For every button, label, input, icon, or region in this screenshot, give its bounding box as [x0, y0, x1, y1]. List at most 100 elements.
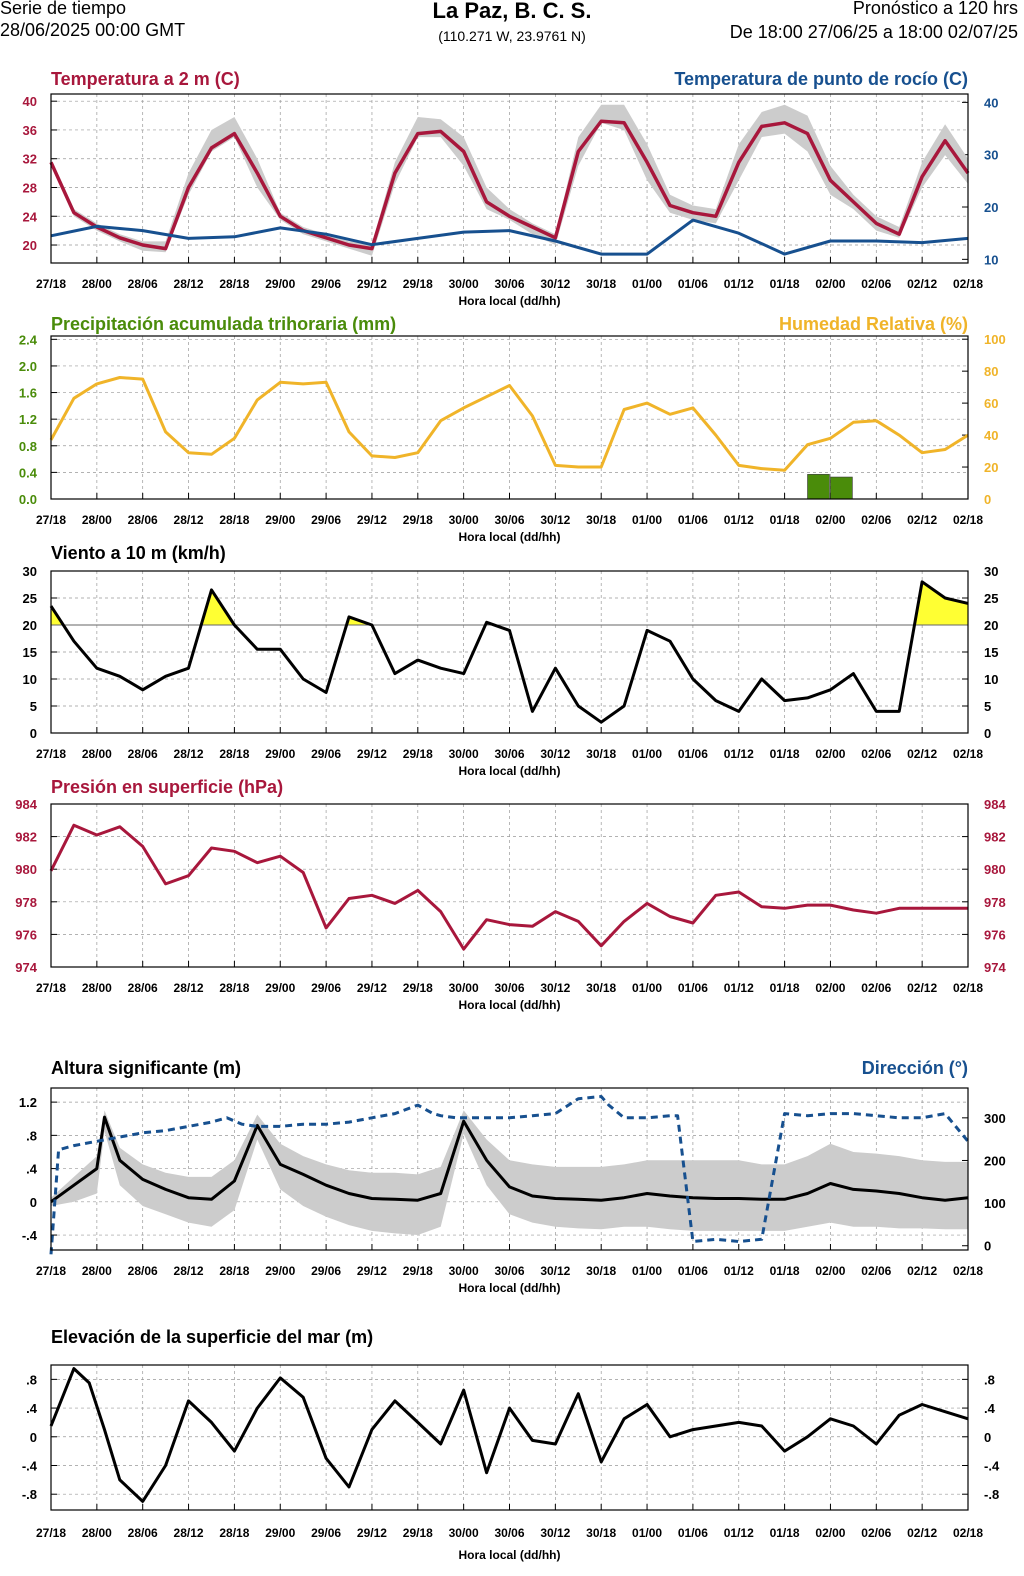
- y-left-tick-label: 28: [23, 180, 37, 195]
- y-right-tick-label: 976: [984, 927, 1006, 942]
- x-tick-label: 30/06: [494, 513, 524, 527]
- plot-frame: [50, 1087, 969, 1251]
- y-left-tick-label: -.8: [22, 1487, 37, 1502]
- y-left-tick-label: 30: [23, 564, 37, 579]
- x-tick-label: 01/06: [678, 277, 708, 291]
- x-tick-label: 30/12: [540, 1264, 570, 1278]
- y-left-tick-label: .8: [26, 1372, 37, 1387]
- y-right-tick-label: 60: [984, 396, 998, 411]
- x-tick-label: 01/06: [678, 747, 708, 761]
- x-tick-label: 28/12: [174, 1264, 204, 1278]
- y-right-tick-label: 100: [984, 332, 1006, 347]
- x-tick-label: 02/00: [815, 513, 845, 527]
- x-tick-label: 30/06: [494, 981, 524, 995]
- y-left-tick-label: -.4: [22, 1458, 38, 1473]
- series-line-sealevel-0: [49, 1367, 969, 1503]
- x-tick-label: 02/00: [815, 981, 845, 995]
- precip-bar: [807, 474, 830, 500]
- x-tick-label: 29/00: [265, 1526, 295, 1540]
- x-tick-label: 01/12: [724, 981, 754, 995]
- x-tick-label: 28/12: [174, 277, 204, 291]
- x-tick-label: 01/18: [770, 513, 800, 527]
- y-right-tick-label: 30: [984, 148, 998, 163]
- y-right-tick-label: 10: [984, 672, 998, 687]
- x-tick-label: 30/00: [449, 513, 479, 527]
- x-tick-label: 01/12: [724, 277, 754, 291]
- panel-title-right: Dirección (°): [862, 1058, 968, 1078]
- x-tick-label: 30/18: [586, 513, 616, 527]
- x-tick-label: 02/12: [907, 1264, 937, 1278]
- x-tick-label: 02/18: [953, 981, 983, 995]
- panel-title-left: Elevación de la superficie del mar (m): [51, 1327, 373, 1347]
- x-tick-label: 02/12: [907, 981, 937, 995]
- x-tick-label: 01/12: [724, 747, 754, 761]
- y-left-tick-label: 10: [23, 672, 37, 687]
- x-axis-label: Hora local (dd/hh): [459, 530, 561, 544]
- x-tick-label: 30/00: [449, 747, 479, 761]
- plot-frame: [50, 570, 969, 734]
- x-tick-label: 01/18: [770, 747, 800, 761]
- x-tick-label: 28/06: [128, 277, 158, 291]
- y-left-tick-label: 25: [23, 591, 37, 606]
- x-tick-label: 29/00: [265, 747, 295, 761]
- panel-waves: 27/18 28/00 28/06 28/12 28/18 29/00 29/06 29/12…: [19, 1058, 1006, 1295]
- x-tick-label: 01/06: [678, 513, 708, 527]
- x-tick-label: 28/06: [128, 747, 158, 761]
- panel-title-left: Temperatura a 2 m (C): [51, 69, 240, 89]
- x-tick-label: 02/18: [953, 277, 983, 291]
- y-left-tick-label: 978: [15, 895, 37, 910]
- plot-frame: [50, 93, 969, 264]
- x-tick-label: 02/06: [861, 747, 891, 761]
- y-left-tick-label: 1.2: [19, 1095, 37, 1110]
- series-line-wind-0: [49, 580, 969, 724]
- y-right-tick-label: 5: [984, 699, 991, 714]
- x-tick-label: 30/06: [494, 1526, 524, 1540]
- x-tick-label: 29/00: [265, 513, 295, 527]
- y-left-tick-label: 1.6: [19, 386, 37, 401]
- x-tick-label: 02/06: [861, 1264, 891, 1278]
- x-tick-label: 29/06: [311, 277, 341, 291]
- x-tick-label: 02/06: [861, 1526, 891, 1540]
- x-tick-label: 29/06: [311, 1264, 341, 1278]
- x-tick-label: 29/00: [265, 277, 295, 291]
- x-tick-label: 28/18: [219, 747, 249, 761]
- x-tick-label: 02/18: [953, 1526, 983, 1540]
- x-tick-label: 28/00: [82, 981, 112, 995]
- x-tick-label: 01/18: [770, 981, 800, 995]
- series-line-pressure-0: [49, 823, 968, 951]
- plot-frame: [50, 803, 969, 968]
- x-tick-label: 29/18: [403, 981, 433, 995]
- x-tick-label: 29/12: [357, 1264, 387, 1278]
- y-right-tick-label: 0: [984, 1239, 991, 1254]
- x-tick-label: 27/18: [36, 1526, 66, 1540]
- x-tick-label: 30/12: [540, 513, 570, 527]
- y-right-tick-label: 300: [984, 1111, 1006, 1126]
- x-tick-label: 30/18: [586, 277, 616, 291]
- x-tick-label: 01/00: [632, 747, 662, 761]
- panel-title-right: Temperatura de punto de rocío (C): [674, 69, 968, 89]
- header-left-line1: Serie de tiempo: [0, 0, 127, 18]
- plot-frame: [50, 1364, 969, 1511]
- y-left-tick-label: 0: [30, 1430, 37, 1445]
- header-right-line1: Pronóstico a 120 hrs: [852, 0, 1018, 18]
- x-tick-label: 28/06: [128, 1526, 158, 1540]
- x-tick-label: 01/12: [724, 1526, 754, 1540]
- y-right-tick-label: -.8: [984, 1487, 999, 1502]
- x-tick-label: 29/06: [311, 1526, 341, 1540]
- x-tick-label: 28/18: [219, 1526, 249, 1540]
- panel-title-right: Humedad Relativa (%): [779, 314, 968, 334]
- x-tick-label: 30/18: [586, 981, 616, 995]
- y-right-tick-label: 40: [984, 428, 998, 443]
- x-tick-label: 30/06: [494, 277, 524, 291]
- y-left-tick-label: 32: [23, 152, 37, 167]
- x-tick-label: 28/06: [128, 981, 158, 995]
- series-line-waves-0: [50, 1115, 969, 1204]
- x-tick-label: 02/06: [861, 981, 891, 995]
- x-tick-label: 28/00: [82, 277, 112, 291]
- y-left-tick-label: 20: [23, 238, 37, 253]
- x-tick-label: 02/00: [815, 747, 845, 761]
- x-tick-label: 30/12: [540, 747, 570, 761]
- y-right-tick-label: 25: [984, 591, 998, 606]
- x-tick-label: 29/06: [311, 981, 341, 995]
